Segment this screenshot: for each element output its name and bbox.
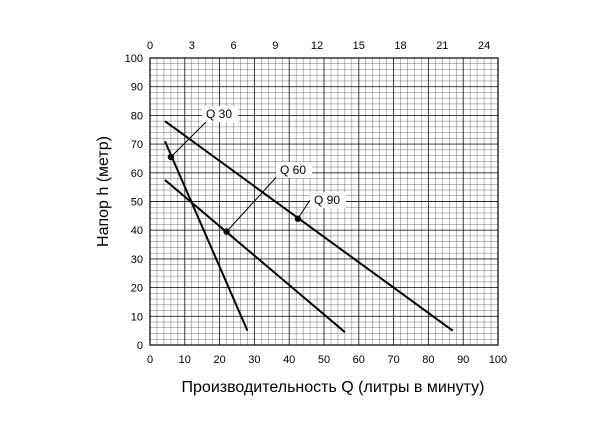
x-tick-label: 10	[179, 354, 191, 366]
x-tick-label: 100	[489, 354, 507, 366]
y-tick-label: 60	[131, 168, 143, 180]
y-tick-label: 100	[125, 53, 143, 65]
y-tick-label: 30	[131, 254, 143, 266]
series-layer	[164, 120, 454, 333]
y-tick-label: 10	[131, 311, 143, 323]
tick-labels: 0 10 20 30 40 50 60 70 80 90 100010203040506070809…	[125, 40, 508, 366]
series-line-q60	[164, 179, 346, 333]
annotation-label-bg	[310, 192, 346, 208]
annotation-label-q90: Q 90	[314, 193, 340, 207]
y-tick-label: 70	[131, 139, 143, 151]
x-tick-label: 70	[387, 354, 399, 366]
top-x-tick-label: 9	[272, 40, 278, 52]
y-tick-label: 0	[137, 340, 143, 352]
y-tick-label: 50	[131, 197, 143, 209]
annotation-label-bg	[202, 106, 238, 122]
annotation-label-q60: Q 60	[280, 163, 306, 177]
top-x-tick-label: 3	[189, 40, 195, 52]
x-tick-label: 30	[248, 354, 260, 366]
series-line-q90	[164, 120, 454, 332]
series-marker-q90	[294, 215, 302, 222]
y-tick-label: 90	[131, 82, 143, 94]
x-tick-label: 40	[283, 354, 295, 366]
annotation-label-bg	[276, 162, 312, 178]
plot-frame	[149, 57, 499, 346]
x-tick-label: 90	[457, 354, 469, 366]
series-line-q30	[164, 140, 249, 332]
annotation-leader-q90	[297, 199, 311, 219]
x-tick-label: 80	[422, 354, 434, 366]
y-tick-label: 40	[131, 225, 143, 237]
top-x-tick-label: 24	[478, 40, 490, 52]
top-x-tick-label: 12	[311, 40, 323, 52]
annotation-leader-q30	[170, 115, 213, 158]
y-axis-title: Напор h (метр)	[95, 136, 112, 247]
top-x-tick-label: 18	[394, 40, 406, 52]
top-x-tick-label: 0	[147, 40, 153, 52]
annotations-layer: Q 30 Q 60 Q 90	[170, 106, 346, 232]
x-tick-label: 0	[147, 354, 153, 366]
annotation-label-q30: Q 30	[206, 107, 232, 121]
top-x-tick-label: 15	[353, 40, 365, 52]
annotation-leader-q60	[226, 171, 282, 232]
x-tick-label: 20	[213, 354, 225, 366]
top-x-tick-label: 6	[230, 40, 236, 52]
x-axis-title: Производительность Q (литры в минуту)	[182, 379, 485, 396]
top-x-tick-label: 21	[436, 40, 448, 52]
x-tick-label: 60	[353, 354, 365, 366]
y-tick-label: 20	[131, 283, 143, 295]
x-tick-label: 50	[318, 354, 330, 366]
y-tick-label: 80	[131, 110, 143, 122]
